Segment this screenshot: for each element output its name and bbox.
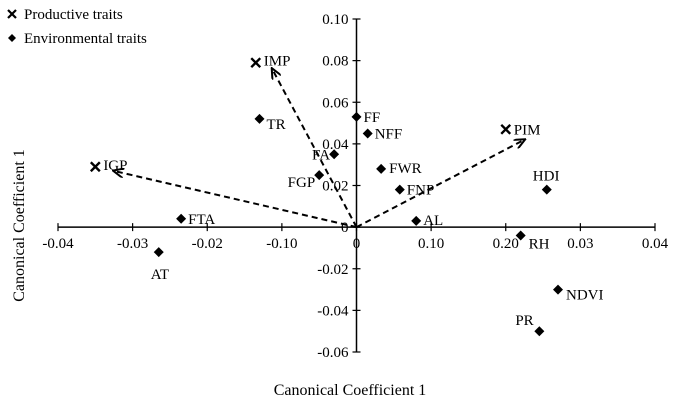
cross-marker bbox=[250, 57, 262, 69]
x-tick-label: 0.10 bbox=[418, 236, 444, 252]
diamond-marker-icon bbox=[8, 34, 16, 42]
diamond-marker bbox=[515, 230, 526, 241]
point-label: FGP bbox=[288, 175, 316, 191]
point-label: FA bbox=[312, 147, 330, 163]
diamond-marker bbox=[541, 184, 552, 195]
y-tick-label: 0 bbox=[341, 220, 349, 236]
y-tick-label: 0.10 bbox=[322, 12, 348, 28]
point-label: FTA bbox=[188, 212, 215, 228]
cross-marker-icon bbox=[7, 9, 17, 19]
point-label: PIM bbox=[514, 122, 541, 138]
x-tick-label: 0.03 bbox=[567, 236, 593, 252]
y-tick-label: 0.08 bbox=[322, 54, 348, 70]
point-nff: NFF bbox=[362, 126, 403, 142]
point-label: AT bbox=[151, 267, 169, 283]
point-rh: RH bbox=[515, 230, 550, 252]
diamond-marker bbox=[411, 215, 422, 226]
x-tick-label: -0.03 bbox=[117, 236, 148, 252]
point-label: IGP bbox=[103, 158, 127, 174]
cross-marker bbox=[500, 123, 512, 135]
diamond-marker bbox=[314, 170, 325, 181]
point-ndvi: NDVI bbox=[552, 284, 604, 304]
x-tick-label: -0.10 bbox=[266, 236, 297, 252]
point-label: HDI bbox=[533, 169, 560, 185]
vector-arrow-igp bbox=[114, 171, 357, 229]
legend-entry-productive: Productive traits bbox=[7, 7, 123, 23]
point-label: TR bbox=[266, 117, 285, 133]
legend: Productive traits Environmental traits bbox=[7, 7, 147, 47]
diamond-marker bbox=[376, 163, 387, 174]
point-igp: IGP bbox=[89, 158, 127, 174]
point-pim: PIM bbox=[500, 122, 541, 138]
legend-label-productive: Productive traits bbox=[24, 7, 123, 23]
point-label: AL bbox=[423, 213, 443, 229]
point-fgp: FGP bbox=[288, 170, 325, 191]
y-tick-label: -0.04 bbox=[317, 303, 349, 319]
diamond-marker bbox=[362, 128, 373, 139]
x-tick-label: -0.04 bbox=[42, 236, 74, 252]
y-tick-label: 0.06 bbox=[322, 95, 349, 111]
diamond-marker bbox=[534, 326, 545, 337]
y-tick-label: -0.06 bbox=[317, 345, 349, 361]
diamond-marker bbox=[394, 184, 405, 195]
point-fa: FA bbox=[312, 147, 340, 163]
x-tick-label: 0 bbox=[353, 236, 361, 252]
point-label: NDVI bbox=[566, 288, 604, 304]
point-fwr: FWR bbox=[376, 161, 422, 177]
point-fnp: FNP bbox=[394, 183, 435, 199]
point-fta: FTA bbox=[176, 212, 215, 228]
point-label: FNP bbox=[407, 183, 435, 199]
point-label: PR bbox=[515, 313, 533, 329]
y-axis-title: Canonical Coefficient 1 bbox=[11, 149, 28, 302]
diamond-marker bbox=[254, 113, 265, 124]
point-al: AL bbox=[411, 213, 443, 229]
point-imp: IMP bbox=[250, 54, 291, 70]
x-axis-title: Canonical Coefficient 1 bbox=[274, 382, 427, 399]
diamond-marker bbox=[351, 111, 362, 122]
point-tr: TR bbox=[254, 113, 286, 133]
point-label: FF bbox=[364, 110, 381, 126]
legend-entry-environmental: Environmental traits bbox=[8, 31, 147, 47]
point-label: IMP bbox=[264, 54, 291, 70]
point-at: AT bbox=[151, 247, 169, 283]
y-tick-label: -0.02 bbox=[317, 262, 348, 278]
legend-label-environmental: Environmental traits bbox=[24, 31, 147, 47]
axes: -0.04 -0.03 -0.02 -0.10 0 0.10 0.20 0.03 0.04 0.1… bbox=[42, 12, 668, 361]
y-tick-label: 0.04 bbox=[322, 137, 349, 153]
x-tick-label: 0.20 bbox=[493, 236, 519, 252]
cross-marker bbox=[89, 161, 101, 173]
diamond-marker bbox=[153, 247, 164, 258]
x-tick-label: 0.04 bbox=[642, 236, 669, 252]
point-hdi: HDI bbox=[533, 169, 560, 195]
point-label: FWR bbox=[389, 161, 422, 177]
x-tick-label: -0.02 bbox=[192, 236, 223, 252]
vector-arrow-pim bbox=[356, 140, 525, 229]
point-pr: PR bbox=[515, 313, 545, 337]
diamond-marker bbox=[552, 284, 563, 295]
point-label: RH bbox=[529, 236, 550, 252]
vector-arrows bbox=[114, 69, 525, 229]
diamond-marker bbox=[176, 213, 187, 224]
diamond-marker bbox=[329, 149, 340, 160]
point-ff: FF bbox=[351, 110, 381, 126]
point-label: NFF bbox=[375, 126, 403, 142]
